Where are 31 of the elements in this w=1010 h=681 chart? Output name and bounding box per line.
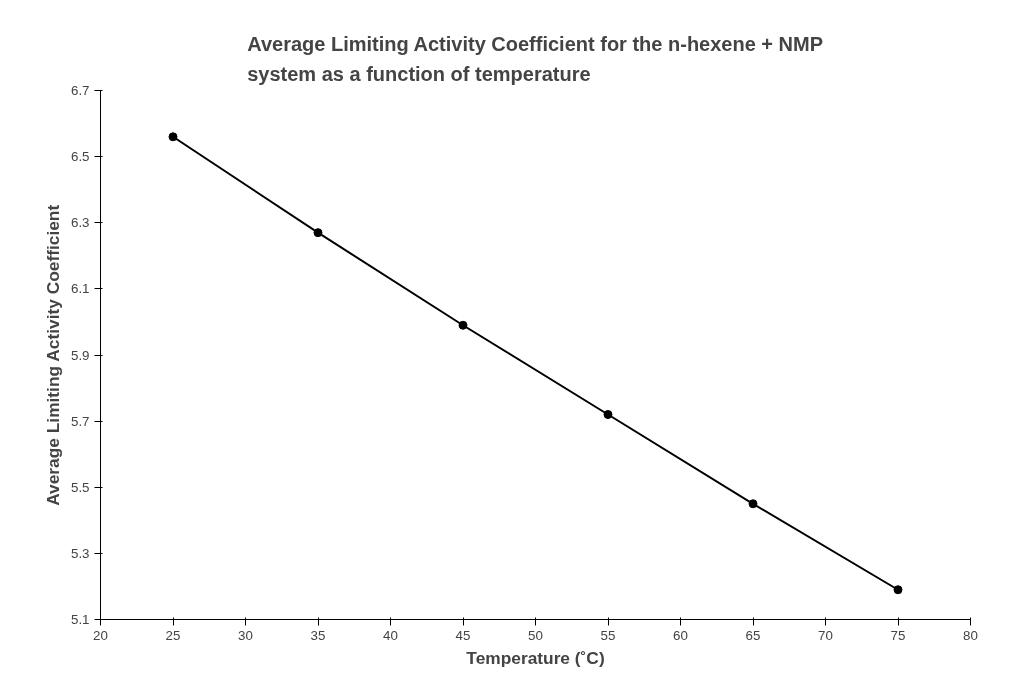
point bbox=[313, 228, 323, 238]
x-tick-label: 40 bbox=[383, 627, 398, 643]
y-tick-label: 5.7 bbox=[70, 413, 90, 429]
y-tick-label: 6.1 bbox=[70, 281, 90, 297]
point bbox=[458, 320, 468, 330]
x-tick-label: 75 bbox=[890, 627, 906, 643]
x-tick-label: 60 bbox=[673, 627, 688, 643]
y-tick-label: 6.7 bbox=[70, 83, 90, 98]
y-tick-label: 6.5 bbox=[70, 149, 90, 165]
point bbox=[893, 585, 903, 595]
x-tick-label: 65 bbox=[745, 627, 761, 643]
x-tick-label: 45 bbox=[455, 627, 471, 643]
chart-title: Average Limiting Activity Coefficient for the n-hexene + NMP system as a function of temperature bbox=[247, 32, 824, 86]
point bbox=[603, 410, 613, 419]
y-tick-label: 5.3 bbox=[70, 545, 90, 561]
x-axis-title: Temperature (˚C) bbox=[466, 647, 605, 668]
x-tick-label: 50 bbox=[528, 627, 543, 643]
y-tick-label: 5.1 bbox=[70, 612, 90, 627]
x-tick-label: 80 bbox=[963, 627, 978, 643]
point bbox=[748, 499, 758, 509]
y-tick-label: 5.9 bbox=[70, 347, 90, 363]
x-tick-label: 70 bbox=[818, 627, 833, 643]
x-tick-label: 25 bbox=[165, 627, 181, 643]
x-tick-label: 55 bbox=[600, 627, 616, 643]
y-axis-title: Average Limiting Activity Coefficient bbox=[42, 204, 63, 506]
x-tick-label: 35 bbox=[310, 627, 326, 643]
point bbox=[168, 132, 178, 142]
y-tick-label: 6.3 bbox=[70, 215, 90, 231]
y-tick-label: 5.5 bbox=[70, 479, 90, 495]
x-tick-label: 20 bbox=[93, 627, 108, 643]
x-tick-label: 30 bbox=[238, 627, 253, 643]
